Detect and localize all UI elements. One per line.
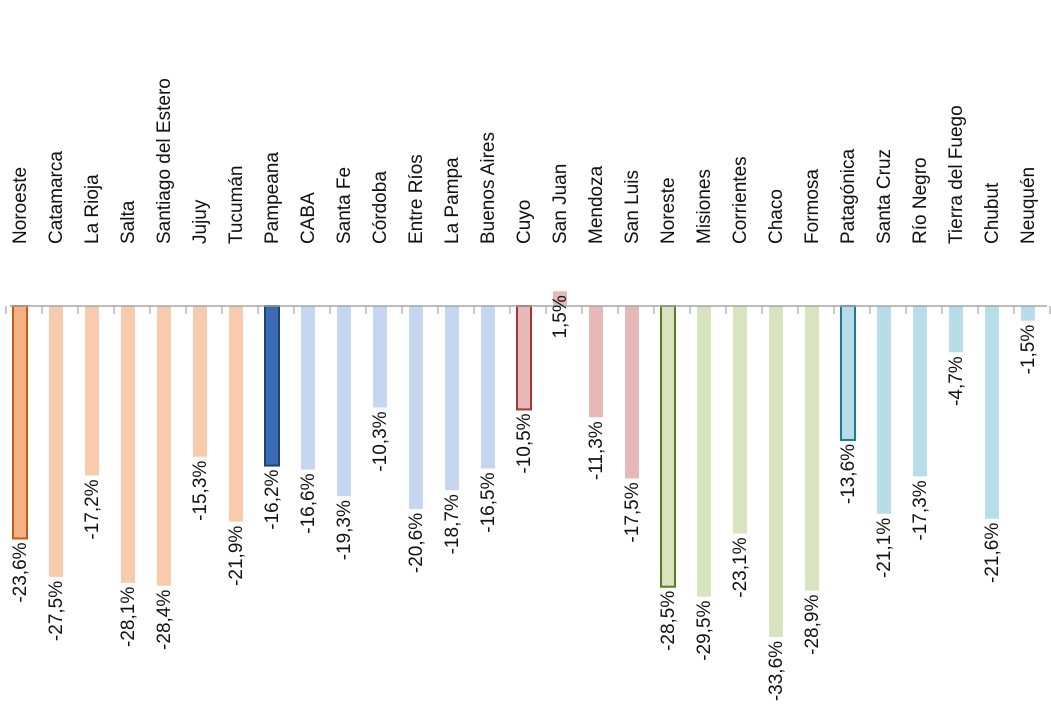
data-label: -16,2% [262,469,283,529]
data-label: -1,5% [1018,325,1039,375]
category-label: Buenos Aires [478,132,499,244]
data-label: -23,1% [730,537,751,597]
category-label: Santa Fe [334,167,355,244]
category-label: Noreste [658,177,679,244]
category-label: La Pampa [442,157,463,244]
data-label: -15,3% [190,461,211,521]
province-bar [985,306,999,519]
province-bar [589,306,603,418]
category-label: Entre Ríos [406,154,427,244]
province-bar [301,306,315,470]
province-bar [445,306,459,491]
province-bar [733,306,747,534]
province-bar [49,306,63,577]
data-label: -23,6% [10,542,31,602]
province-bar [1021,306,1035,321]
province-bar [553,291,567,306]
category-label: Río Negro [910,157,931,244]
category-label: Salta [118,200,139,244]
province-bar [409,306,423,509]
category-label: Santa Cruz [874,149,895,244]
category-label: Formosa [802,169,823,244]
data-label: 1,5% [550,295,571,338]
category-label: Corrientes [730,156,751,244]
data-label: -28,1% [118,587,139,647]
province-bar [877,306,891,514]
province-bar [769,306,783,637]
category-label: Santiago del Estero [154,78,175,244]
data-label: -28,9% [802,595,823,655]
category-labels: Noroeste Catamarca La Rioja Salta Santiago d… [10,78,1039,244]
data-label: -28,5% [658,591,679,651]
category-label: Córdoba [370,171,391,244]
data-label: -18,7% [442,494,463,554]
province-bar [481,306,495,469]
region-total-bar [660,305,676,588]
region-total-bar [12,305,28,540]
category-label: La Rioja [82,174,103,244]
category-label: Neuquén [1018,167,1039,244]
data-label: -11,3% [586,421,607,480]
data-label: -13,6% [838,444,859,504]
province-bar [373,306,387,408]
category-label: CABA [298,192,319,244]
data-label: -17,2% [82,479,103,539]
category-label: Jujuy [190,199,211,244]
province-bar [697,306,711,597]
province-bar [121,306,135,583]
bars [12,291,1035,637]
category-label: Mendoza [586,165,607,244]
data-label: -17,3% [910,480,931,540]
data-label: -33,6% [766,641,787,701]
province-bar [85,306,99,476]
value-labels: -23,6% -27,5% -17,2% -28,1% -28,4% -15,3% -21,… [10,295,1039,701]
data-label: -20,6% [406,513,427,573]
category-label: San Juan [550,164,571,244]
region-total-bar [840,305,856,441]
category-label: Misiones [694,169,715,244]
region-total-bar [264,305,280,467]
category-label: Catamarca [46,151,67,244]
category-label: Tierra del Fuego [946,105,967,244]
data-label: -21,1% [874,518,895,578]
data-label: -10,3% [370,411,391,471]
data-label: -28,4% [154,590,175,650]
province-bar [625,306,639,479]
category-label: Cuyo [514,200,535,244]
data-label: -27,5% [46,581,67,641]
region-total-bar [516,305,532,411]
data-label: -16,6% [298,473,319,533]
data-label: -16,5% [478,472,499,532]
data-label: -29,5% [694,600,715,660]
category-label: Chaco [766,189,787,244]
province-bar [337,306,351,497]
province-bar [193,306,207,457]
axis-ticks [5,306,1051,314]
data-label: -10,5% [514,413,535,473]
data-label: -17,5% [622,482,643,542]
province-bar [949,306,963,353]
province-bar [805,306,819,591]
category-label: Chubut [982,182,1003,244]
data-label: -21,6% [982,523,1003,583]
data-label: -19,3% [334,500,355,560]
data-label: -21,9% [226,526,247,586]
category-label: Noroeste [10,167,31,244]
province-bar [157,306,171,586]
province-bar [913,306,927,477]
category-label: Tucumán [226,166,247,245]
data-label: -4,7% [946,356,967,406]
category-label: Patagónica [838,148,859,244]
category-label: San Luis [622,170,643,244]
province-bar [229,306,243,522]
category-label: Pampeana [262,152,283,244]
